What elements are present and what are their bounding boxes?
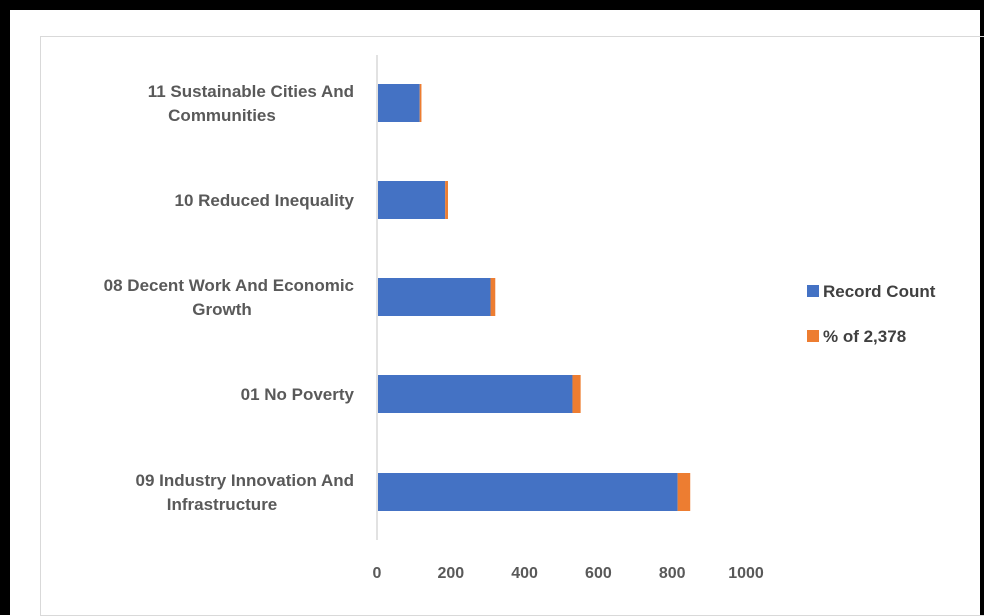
x-tick-label: 0 bbox=[373, 565, 382, 582]
bar-record-count bbox=[378, 181, 446, 219]
bar-record-count bbox=[378, 375, 573, 413]
bar-percent-of-total bbox=[572, 375, 581, 413]
x-tick-label: 600 bbox=[585, 565, 612, 582]
legend-label: % of 2,378 bbox=[823, 327, 906, 346]
x-tick-labels: 0 200 400 600 800 1000 bbox=[373, 565, 764, 582]
x-tick-label: 200 bbox=[437, 565, 464, 582]
legend-swatch bbox=[807, 285, 819, 297]
bar-record-count bbox=[378, 84, 420, 122]
bar-record-count bbox=[378, 278, 491, 316]
bar-percent-of-total bbox=[677, 473, 691, 511]
legend-swatch bbox=[807, 330, 819, 342]
bar-record-count bbox=[378, 473, 678, 511]
legend: Record Count % of 2,378 bbox=[807, 282, 936, 346]
category-label: 11 Sustainable Cities And bbox=[148, 82, 354, 101]
bars bbox=[378, 84, 691, 511]
x-tick-label: 800 bbox=[659, 565, 686, 582]
x-tick-label: 1000 bbox=[728, 565, 764, 582]
category-label: Communities bbox=[168, 106, 276, 125]
category-label: 01 No Poverty bbox=[241, 385, 355, 404]
bar-percent-of-total bbox=[419, 84, 422, 122]
category-label: 09 Industry Innovation And bbox=[136, 471, 355, 490]
category-labels: 11 Sustainable Cities And Communities 10 R… bbox=[104, 82, 355, 514]
legend-label: Record Count bbox=[823, 282, 936, 301]
bar-percent-of-total bbox=[490, 278, 496, 316]
category-label: Infrastructure bbox=[167, 495, 278, 514]
x-tick-label: 400 bbox=[511, 565, 538, 582]
category-label: 10 Reduced Inequality bbox=[175, 191, 355, 210]
bar-percent-of-total bbox=[445, 181, 448, 219]
category-label: Growth bbox=[192, 300, 252, 319]
category-label: 08 Decent Work And Economic bbox=[104, 276, 354, 295]
